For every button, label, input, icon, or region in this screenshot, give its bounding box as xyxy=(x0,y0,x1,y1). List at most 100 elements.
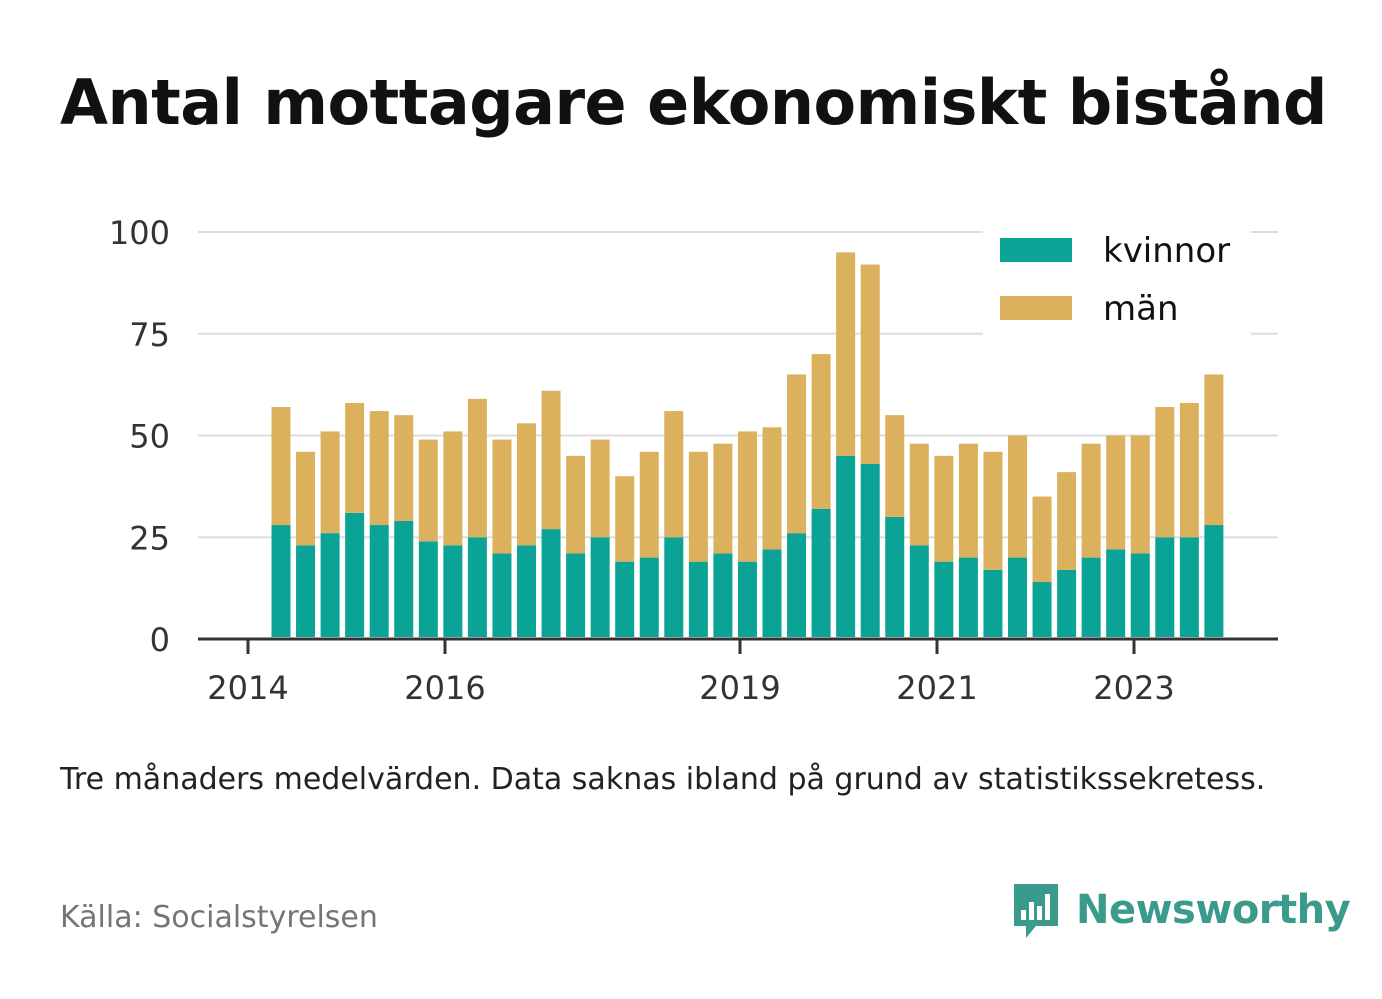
legend-swatch-kvinnor xyxy=(1000,238,1072,262)
bar-man xyxy=(394,415,414,521)
bar-kvinnor xyxy=(1179,537,1199,637)
y-tick-label: 25 xyxy=(129,519,170,557)
bar-kvinnor xyxy=(639,557,659,637)
bar-chart-speech-bubble-icon xyxy=(1014,884,1058,938)
bar-man xyxy=(517,423,536,546)
bar-kvinnor xyxy=(615,561,635,637)
legend-swatch-man xyxy=(1000,296,1072,320)
bar-kvinnor xyxy=(737,561,757,637)
bar-man xyxy=(1204,374,1224,526)
bar-kvinnor xyxy=(934,561,954,637)
bar-man xyxy=(615,476,635,562)
bar-kvinnor xyxy=(1130,553,1150,637)
bar-man xyxy=(787,374,807,534)
x-tick-label: 2019 xyxy=(699,669,780,707)
bar-kvinnor xyxy=(369,525,389,637)
bar-kvinnor xyxy=(983,569,1003,637)
bar-man xyxy=(271,407,291,526)
bar-man xyxy=(713,443,733,554)
bar-kvinnor xyxy=(418,541,438,637)
bar-man xyxy=(541,390,561,530)
bar-man xyxy=(345,402,365,513)
bar-kvinnor xyxy=(271,525,291,637)
bar-man xyxy=(885,415,905,517)
bar-man xyxy=(664,411,684,538)
bar-man xyxy=(836,252,856,456)
bar-kvinnor xyxy=(713,553,733,637)
brand-logo: Newsworthy xyxy=(1010,880,1351,940)
bar-kvinnor xyxy=(517,545,536,637)
bar-kvinnor xyxy=(541,529,561,637)
y-tick-label: 100 xyxy=(109,214,170,252)
stacked-bar-chart: 0 25 50 75 100 2014 2016 2019 2021 2023 kvinnor … xyxy=(109,214,1278,707)
chart-title: Antal mottagare ekonomiskt bistånd xyxy=(60,66,1327,139)
bar-kvinnor xyxy=(811,508,831,637)
bar-man xyxy=(762,427,782,550)
bar-man xyxy=(1155,407,1175,538)
x-tick-label: 2021 xyxy=(896,669,977,707)
bar-man xyxy=(860,264,880,464)
bar-kvinnor xyxy=(566,553,586,637)
bar-kvinnor xyxy=(688,561,708,637)
legend: kvinnor män xyxy=(983,222,1251,336)
bar-kvinnor xyxy=(492,553,512,637)
bar-kvinnor xyxy=(1204,525,1224,637)
bar-man xyxy=(1057,472,1077,570)
bar-kvinnor xyxy=(443,545,463,637)
bar-man xyxy=(983,451,1003,570)
bar-man xyxy=(467,398,487,538)
bar-man xyxy=(369,411,389,526)
chart-note: Tre månaders medelvärden. Data saknas ib… xyxy=(60,762,1266,797)
bar-man xyxy=(443,431,463,546)
x-tick-label: 2023 xyxy=(1093,669,1174,707)
bar-kvinnor xyxy=(1155,537,1175,637)
bar-man xyxy=(320,431,340,534)
bar-man xyxy=(1130,435,1150,554)
bar-kvinnor xyxy=(296,545,316,637)
bar-kvinnor xyxy=(1008,557,1027,637)
legend-label-man: män xyxy=(1103,289,1179,329)
x-tick-label: 2014 xyxy=(207,669,288,707)
bar-man xyxy=(958,443,978,558)
y-tick-label: 75 xyxy=(129,316,170,354)
bar-man xyxy=(1106,435,1126,550)
y-tick-label: 0 xyxy=(150,621,170,659)
bar-man xyxy=(909,443,929,546)
bar-man xyxy=(737,431,757,562)
bar-kvinnor xyxy=(394,520,414,637)
bar-man xyxy=(811,354,831,509)
bar-kvinnor xyxy=(1057,569,1077,637)
bar-kvinnor xyxy=(885,516,905,637)
bar-kvinnor xyxy=(320,533,340,637)
bar-man xyxy=(1008,435,1027,558)
bar-kvinnor xyxy=(345,512,365,637)
bar-kvinnor xyxy=(1106,549,1126,637)
legend-label-kvinnor: kvinnor xyxy=(1103,231,1230,271)
y-tick-label: 50 xyxy=(129,418,170,456)
bar-kvinnor xyxy=(1032,582,1052,637)
bar-kvinnor xyxy=(590,537,610,637)
x-tick-label: 2016 xyxy=(404,669,485,707)
bar-man xyxy=(1081,443,1101,558)
bar-kvinnor xyxy=(909,545,929,637)
bar-man xyxy=(1032,496,1052,583)
bar-kvinnor xyxy=(958,557,978,637)
bar-kvinnor xyxy=(836,455,856,637)
bar-kvinnor xyxy=(787,533,807,637)
bar-kvinnor xyxy=(860,463,880,637)
bar-kvinnor xyxy=(467,537,487,637)
bar-man xyxy=(590,439,610,538)
bar-man xyxy=(492,439,512,554)
x-axis-ticks: 2014 2016 2019 2021 2023 xyxy=(207,639,1175,707)
bar-man xyxy=(639,451,659,558)
bar-man xyxy=(934,455,954,562)
bar-kvinnor xyxy=(1081,557,1101,637)
bar-series xyxy=(271,252,1224,637)
source-label: Källa: Socialstyrelsen xyxy=(60,900,378,935)
bar-man xyxy=(566,455,586,554)
bar-man xyxy=(418,439,438,542)
bar-kvinnor xyxy=(762,549,782,637)
bar-kvinnor xyxy=(664,537,684,637)
bar-man xyxy=(1179,402,1199,538)
bar-man xyxy=(296,451,316,546)
